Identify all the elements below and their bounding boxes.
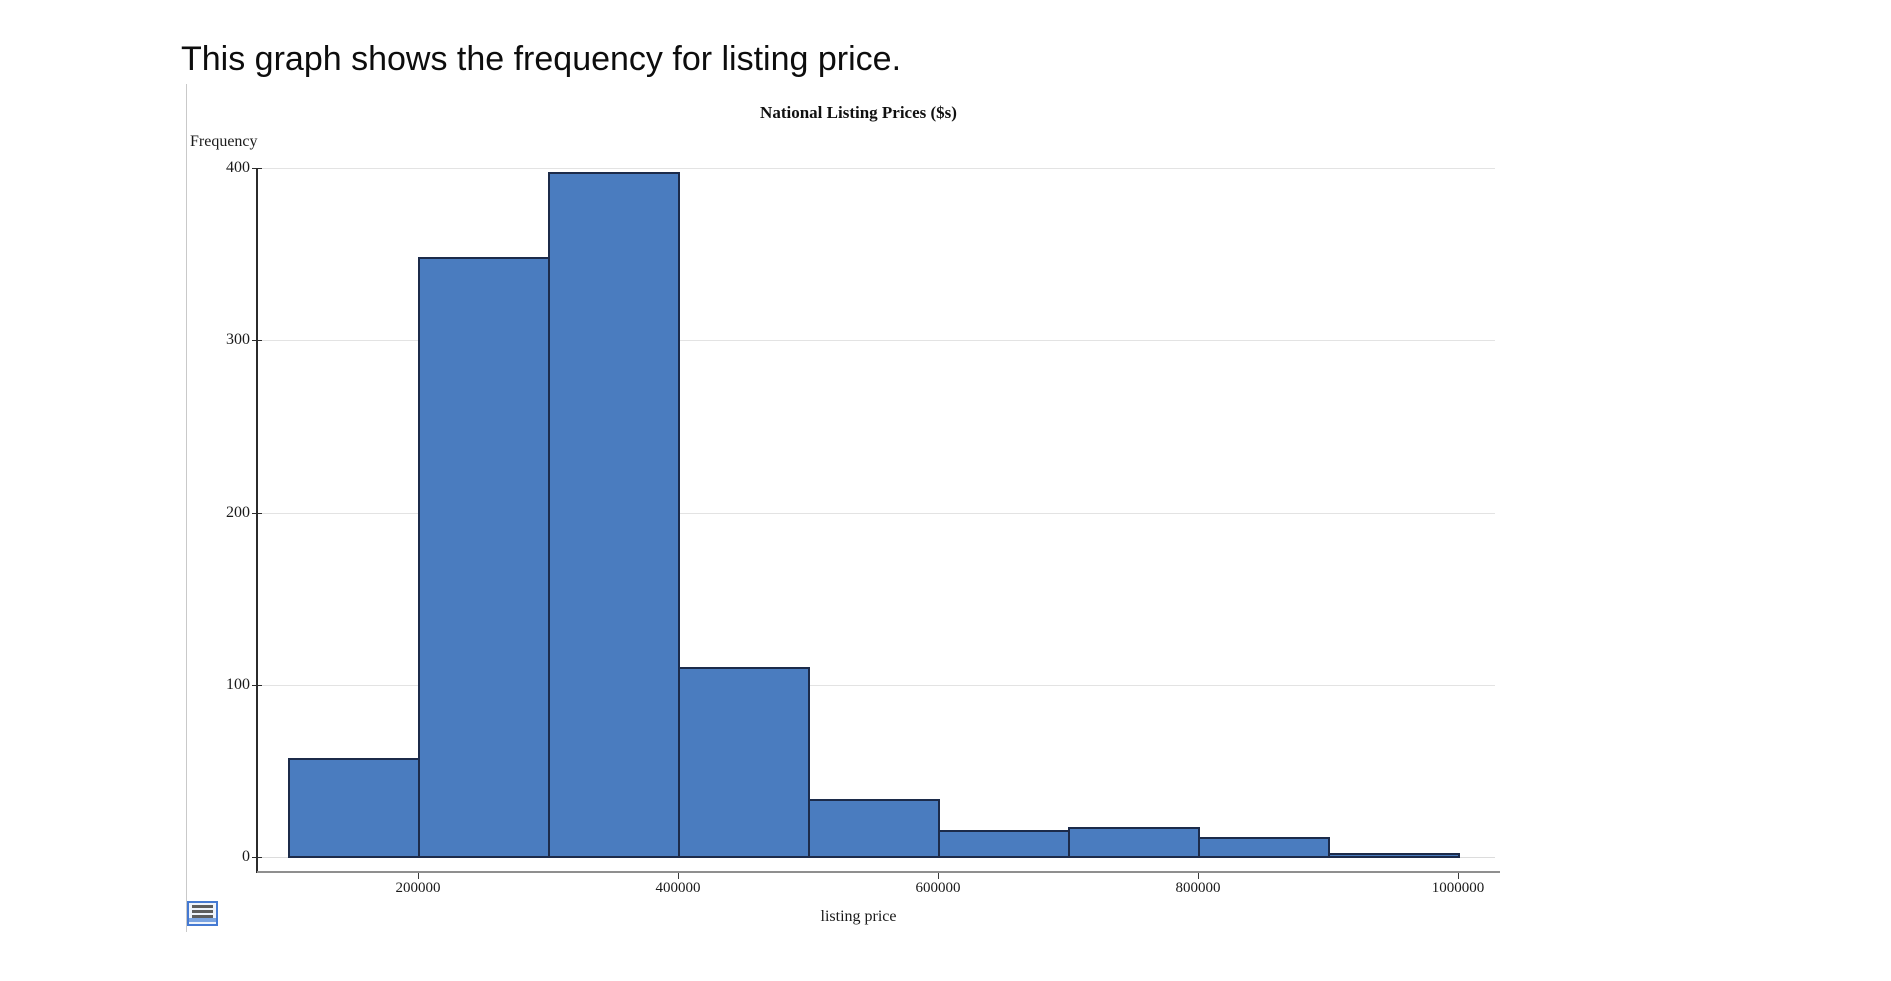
- y-axis-line: [256, 168, 258, 873]
- histogram-bar[interactable]: [548, 172, 680, 858]
- histogram-bar[interactable]: [938, 830, 1070, 858]
- y-axis-label: Frequency: [190, 133, 258, 150]
- y-gridline: [257, 685, 1495, 686]
- report-icon-line: [192, 910, 213, 913]
- histogram-bar[interactable]: [1328, 853, 1460, 858]
- x-tick-label: 600000: [915, 880, 961, 896]
- x-tick-mark: [418, 873, 419, 879]
- x-tick-mark: [1458, 873, 1459, 879]
- report-icon[interactable]: [187, 901, 218, 926]
- report-icon-line: [192, 905, 213, 908]
- x-tick-mark: [938, 873, 939, 879]
- y-gridline: [257, 340, 1495, 341]
- histogram-bar[interactable]: [1068, 827, 1200, 858]
- y-tick-label: 200: [226, 504, 250, 521]
- x-tick-mark: [678, 873, 679, 879]
- histogram-bar[interactable]: [678, 667, 810, 858]
- histogram-bar[interactable]: [1198, 837, 1330, 858]
- histogram-bar[interactable]: [288, 758, 420, 858]
- page-heading: This graph shows the frequency for listi…: [181, 40, 902, 78]
- chart-title: National Listing Prices ($s): [760, 103, 957, 122]
- x-tick-label: 800000: [1175, 880, 1221, 896]
- y-tick-label: 0: [242, 848, 250, 865]
- x-axis-line: [257, 871, 1500, 873]
- y-gridline: [257, 168, 1495, 169]
- x-axis-label: listing price: [820, 908, 897, 925]
- y-tick-label: 400: [226, 159, 250, 176]
- histogram-bar[interactable]: [808, 799, 940, 858]
- x-tick-mark: [1198, 873, 1199, 879]
- x-tick-label: 400000: [655, 880, 701, 896]
- report-icon-line: [192, 915, 213, 918]
- left-border-line: [186, 84, 187, 932]
- y-tick-label: 300: [226, 331, 250, 348]
- x-tick-label: 1000000: [1431, 880, 1485, 896]
- y-tick-label: 100: [226, 676, 250, 693]
- y-gridline: [257, 513, 1495, 514]
- report-icon-footer: [189, 918, 216, 922]
- x-tick-label: 200000: [395, 880, 441, 896]
- histogram-bar[interactable]: [418, 257, 550, 858]
